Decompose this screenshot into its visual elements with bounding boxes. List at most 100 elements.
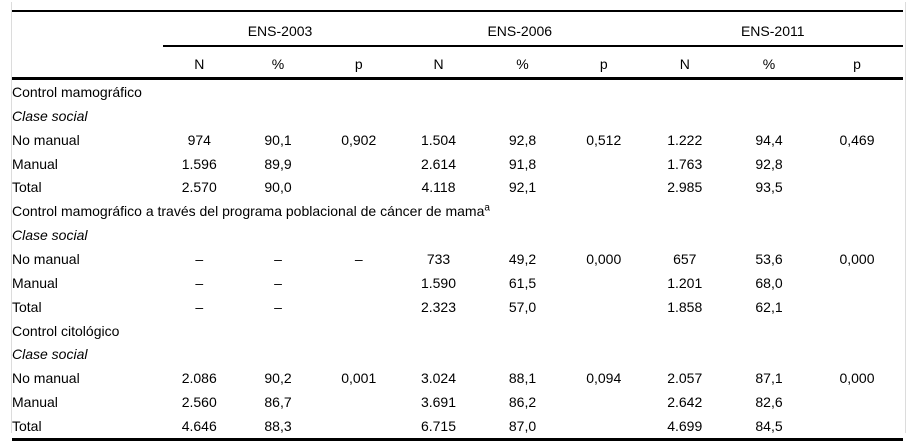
row-label: Manual [12, 274, 58, 291]
cell-pct: 88,1 [508, 370, 537, 387]
cell-p: – [354, 250, 363, 267]
cell-n: 1.222 [667, 131, 703, 148]
row-label: No manual [12, 370, 80, 387]
cell-p: 0,000 [839, 370, 875, 387]
section-title-row: Control mamográfico a través del program… [12, 199, 903, 223]
cell-n: 1.590 [420, 274, 457, 291]
col-header-pct: % [727, 46, 811, 80]
cell-pct: 61,5 [508, 274, 537, 291]
group-header-ens-2011: ENS-2011 [642, 10, 903, 47]
section-title: Control mamográfico [12, 83, 142, 100]
cell-p: 0,000 [839, 250, 875, 267]
cell-n: 2.570 [181, 179, 217, 196]
cell-n: 2.642 [667, 394, 703, 411]
cell-p [565, 414, 643, 441]
cell-p [321, 175, 398, 199]
data-row: No manual 974 90,1 0,902 1.504 92,8 0,51… [12, 128, 903, 152]
col-header-n: N [397, 46, 480, 80]
row-label: Total [12, 298, 42, 315]
cell-pct: 87,0 [480, 414, 565, 441]
cell-pct: 82,6 [755, 394, 783, 411]
cell-p [320, 414, 397, 441]
cell-pct: 68,0 [755, 274, 783, 291]
data-row: No manual – – – 733 49,2 0,000 657 53,6 … [12, 247, 903, 271]
cell-pct: 84,5 [727, 414, 811, 441]
section-subtitle-row: Clase social [12, 223, 903, 247]
cell-n: 2.057 [667, 370, 703, 387]
cell-n: 1.201 [667, 274, 703, 291]
data-row: No manual 2.086 90,2 0,001 3.024 88,1 0,… [12, 366, 903, 390]
cell-n: 657 [673, 250, 697, 267]
cell-n: 1.596 [181, 155, 217, 172]
cell-p [565, 152, 643, 176]
col-header-pct: % [480, 46, 565, 80]
cell-p [811, 152, 903, 176]
cell-pct: 89,9 [264, 155, 292, 172]
cell-n: 3.024 [420, 370, 457, 387]
cell-pct: 57,0 [508, 298, 537, 315]
cell-n: 2.323 [420, 298, 457, 315]
cell-p [811, 295, 903, 319]
cell-n: 2.614 [420, 155, 457, 172]
survey-results-table: ENS-2003 ENS-2006 ENS-2011 N % p N % p N… [12, 10, 903, 441]
section-title-row: Control mamográfico [12, 79, 903, 104]
cell-pct: – [274, 298, 282, 315]
cell-n: 733 [426, 250, 451, 267]
cell-n: 2.560 [181, 394, 217, 411]
cell-n: 1.763 [667, 155, 703, 172]
col-header-p: p [320, 46, 397, 80]
cell-p: 0,469 [839, 131, 875, 148]
cell-pct: 86,2 [508, 394, 537, 411]
cell-n: 1.504 [420, 131, 457, 148]
data-row: Manual 2.560 86,7 3.691 86,2 2.642 82,6 [12, 390, 903, 414]
col-header-p: p [811, 46, 903, 80]
cell-p: 0,512 [586, 131, 622, 148]
cell-n: – [195, 274, 204, 291]
data-row: Total – – 2.323 57,0 1.858 62,1 [12, 295, 903, 319]
section-title-row: Control citológico [12, 319, 903, 343]
cell-pct: 90,2 [264, 370, 292, 387]
section-subtitle-row: Clase social [12, 104, 903, 128]
cell-n: – [195, 250, 204, 267]
cell-p: 0,000 [586, 250, 622, 267]
cell-pct: 91,8 [508, 155, 537, 172]
cell-pct: 90,1 [264, 131, 292, 148]
cell-p [565, 295, 643, 319]
row-label: No manual [12, 250, 80, 267]
cell-pct: 62,1 [755, 298, 783, 315]
col-header-n: N [642, 46, 727, 80]
cell-n: 4.118 [421, 179, 456, 196]
cell-pct: 94,4 [755, 131, 783, 148]
cell-pct: 93,5 [755, 179, 783, 196]
cell-pct: – [274, 274, 282, 291]
cell-n: 1.858 [667, 298, 703, 315]
cell-p [565, 271, 643, 295]
cell-p: 0,094 [586, 370, 622, 387]
cell-n: 974 [187, 131, 211, 148]
cell-pct: 92,1 [508, 179, 537, 196]
cell-pct: 53,6 [755, 250, 783, 267]
subheader-row: N % p N % p N % p [12, 46, 903, 80]
cell-p [565, 390, 643, 414]
footnote-marker: a [484, 202, 490, 214]
data-row: Manual 1.596 89,9 2.614 91,8 1.763 92,8 [12, 152, 903, 176]
section-subtitle: Clase social [12, 227, 88, 244]
data-row: Manual – – 1.590 61,5 1.201 68,0 [12, 271, 903, 295]
row-label: No manual [12, 131, 80, 148]
cell-p: 0,902 [341, 131, 377, 148]
group-header-ens-2006: ENS-2006 [397, 10, 643, 47]
cell-p [321, 152, 398, 176]
section-subtitle-row: Clase social [12, 342, 903, 366]
row-label: Total [12, 414, 163, 441]
row-label: Manual [12, 155, 58, 172]
cell-p [321, 295, 398, 319]
col-header-p: p [565, 46, 643, 80]
cell-n: – [195, 298, 204, 315]
cell-n: 6.715 [397, 414, 480, 441]
cell-pct: 87,1 [755, 370, 783, 387]
row-label: Manual [12, 394, 58, 411]
section-title: Control mamográfico a través del program… [12, 203, 485, 220]
cell-pct: – [274, 250, 282, 267]
cell-pct: 88,3 [235, 414, 321, 441]
